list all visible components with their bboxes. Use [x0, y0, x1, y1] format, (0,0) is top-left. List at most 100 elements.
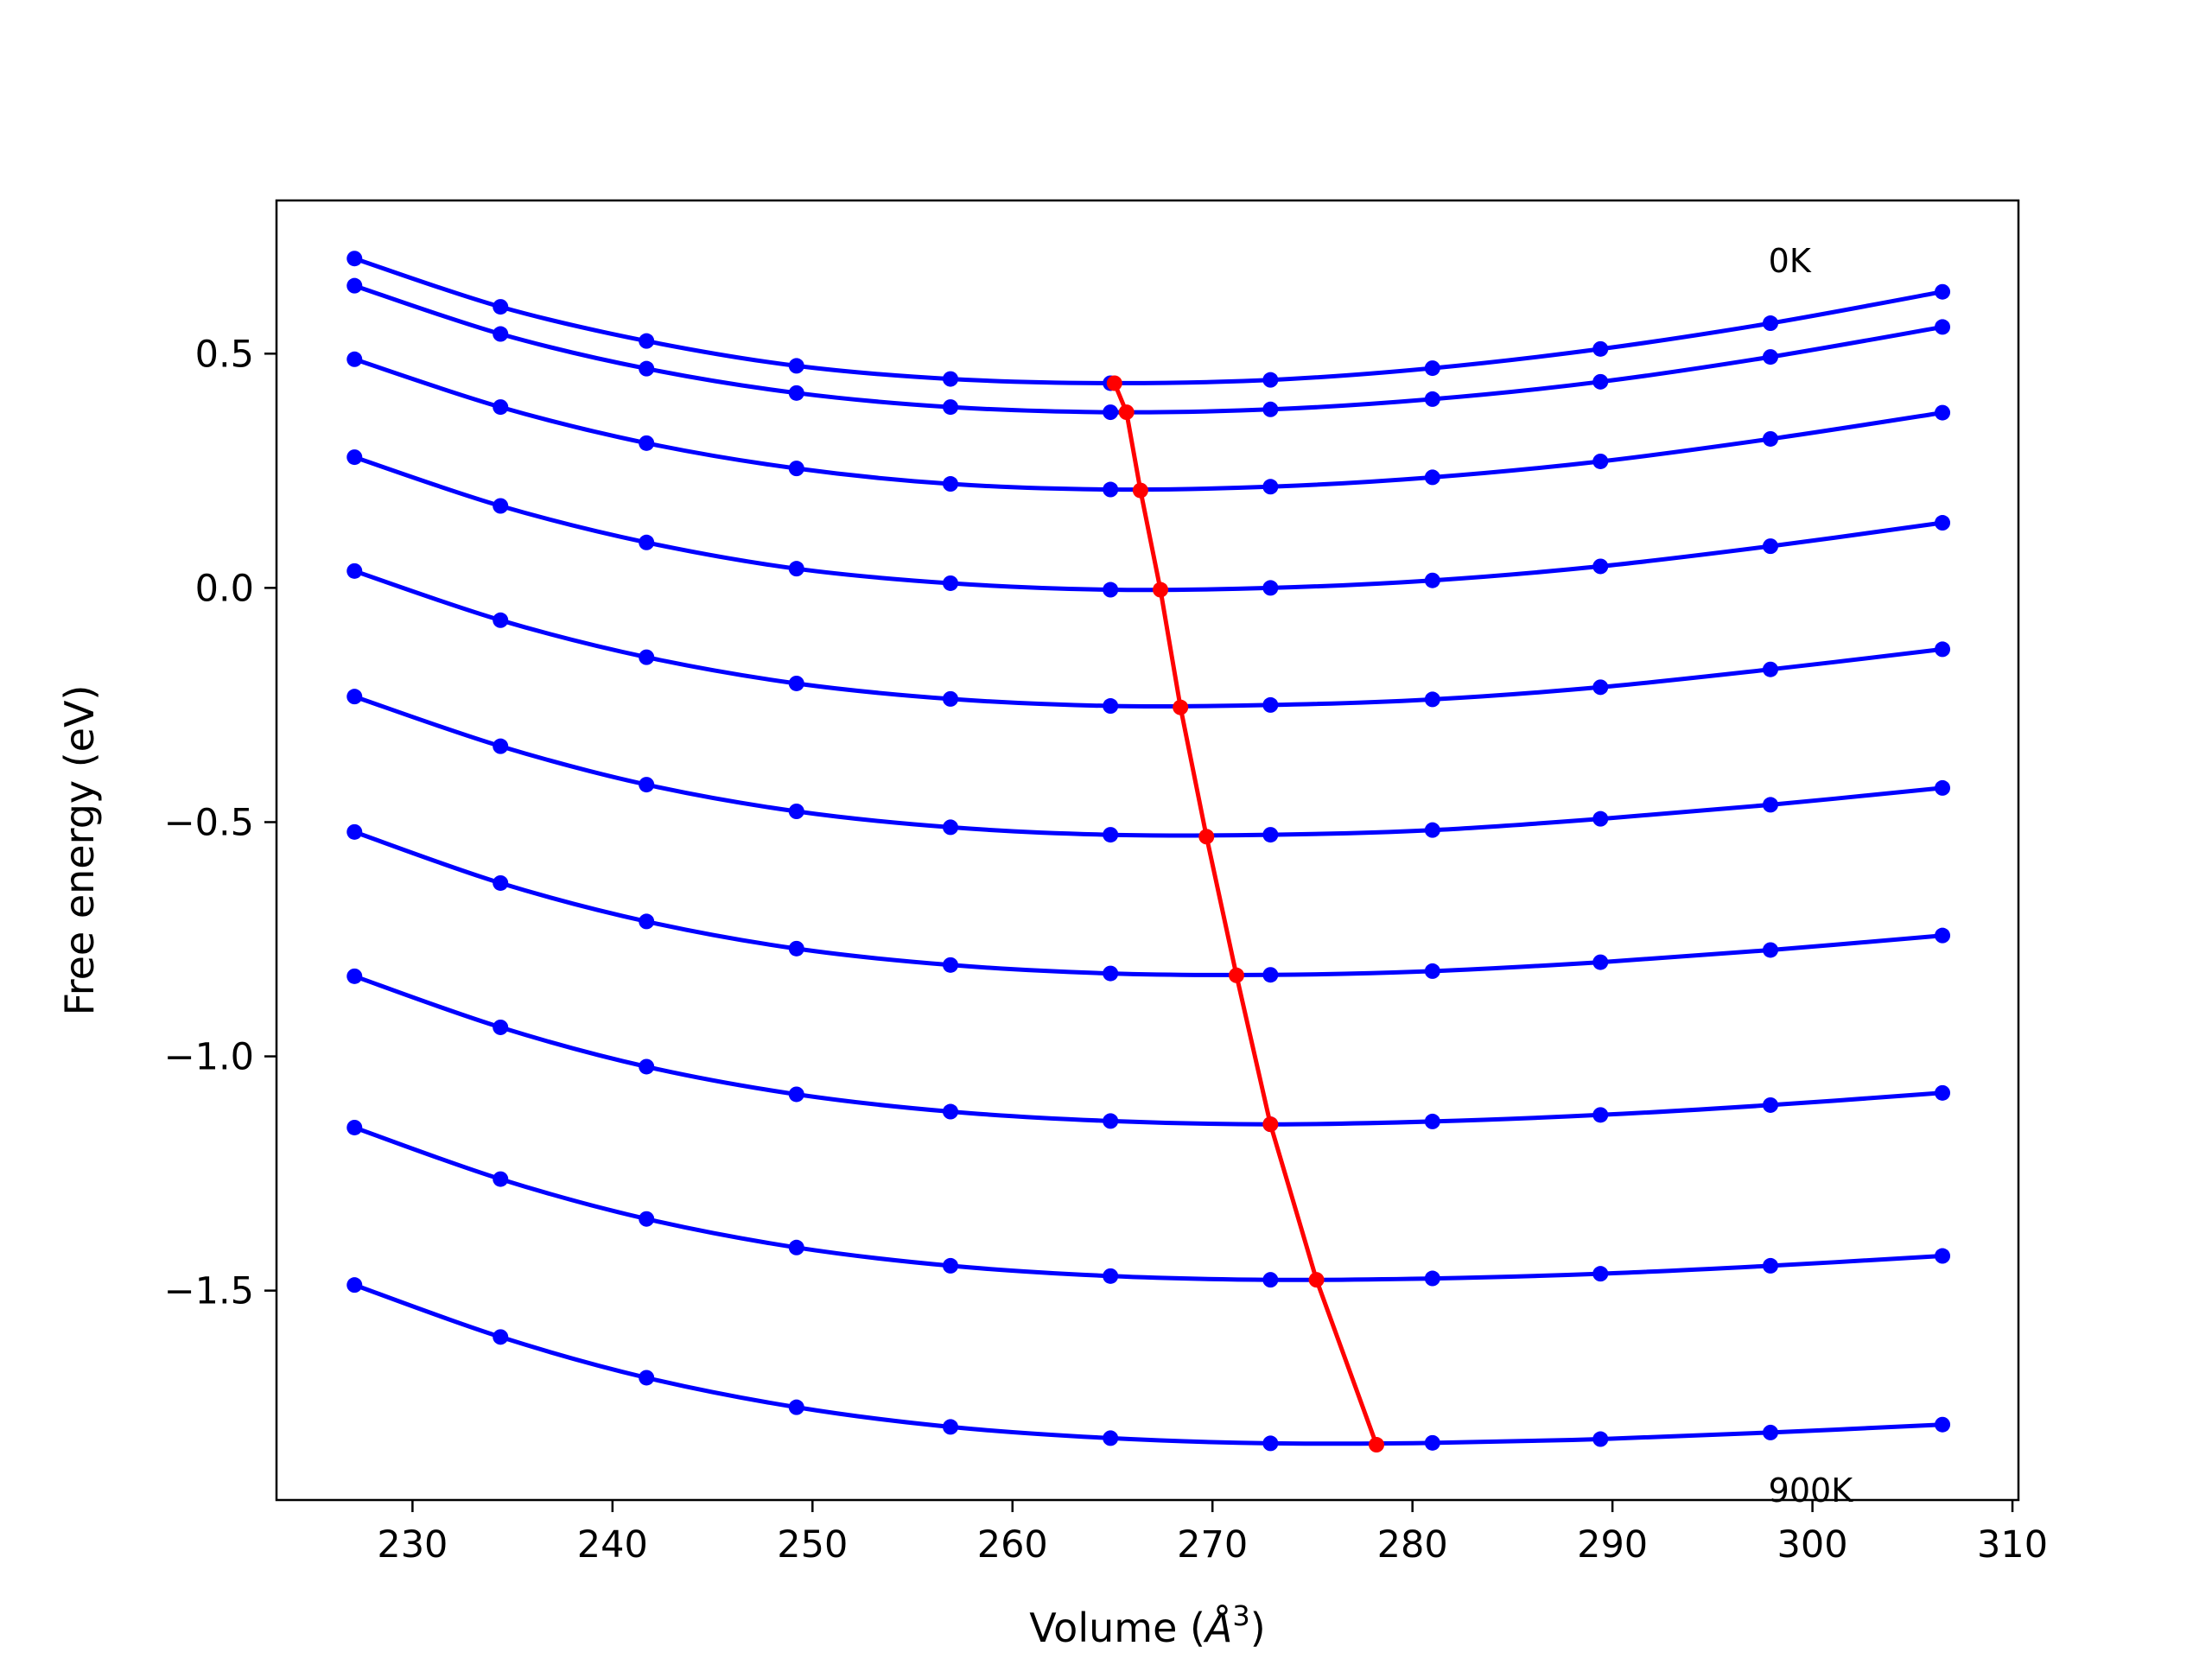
- series-point: [1762, 661, 1778, 677]
- minimum-point: [1132, 482, 1148, 499]
- series-line: [353, 974, 1943, 1127]
- series-point: [1262, 967, 1279, 983]
- series-point: [1103, 404, 1119, 421]
- series-point: [346, 277, 363, 294]
- series-point: [1935, 404, 1951, 421]
- series-point: [1762, 538, 1778, 555]
- series-point: [788, 1086, 804, 1103]
- x-tick-label: 260: [977, 1523, 1048, 1567]
- series-point: [1592, 453, 1609, 469]
- series-point: [1762, 349, 1778, 365]
- minimum-point: [1228, 967, 1244, 983]
- series-point: [346, 823, 363, 840]
- series-4: [346, 563, 1951, 715]
- series-point: [1103, 1268, 1119, 1284]
- y-tick-label: 0.0: [195, 567, 254, 610]
- series-line: [353, 256, 1943, 385]
- series-point: [639, 913, 655, 930]
- series-point: [639, 649, 655, 665]
- y-axis: 0.5 0.0 −0.5 −1.0 −1.5: [164, 333, 276, 1313]
- series-point: [943, 957, 959, 973]
- series-line: [353, 694, 1943, 838]
- series-point: [1262, 1272, 1279, 1288]
- series-point: [1424, 1270, 1440, 1287]
- series-point: [346, 251, 363, 267]
- series-point: [1592, 373, 1609, 390]
- x-tick-label: 250: [777, 1523, 848, 1567]
- series-point: [1424, 1434, 1440, 1451]
- series-point: [1424, 469, 1440, 486]
- series-point: [1424, 822, 1440, 838]
- series-point: [493, 399, 509, 416]
- series-2: [346, 351, 1951, 498]
- series-point: [1262, 696, 1279, 713]
- series-point: [1103, 1113, 1119, 1129]
- x-axis-label-suffix: ): [1250, 1605, 1266, 1651]
- series-point: [346, 1119, 363, 1135]
- series-line: [353, 1282, 1943, 1446]
- series-point: [1935, 1416, 1951, 1433]
- series-point: [1935, 779, 1951, 796]
- series-point: [1935, 641, 1951, 658]
- series-point: [788, 461, 804, 477]
- minimum-point: [1118, 404, 1135, 421]
- series-point: [1592, 810, 1609, 827]
- series-point: [346, 968, 363, 984]
- annotation-label: 0K: [1769, 242, 1812, 280]
- series-point: [1762, 797, 1778, 813]
- minimum-point: [1106, 375, 1122, 391]
- series-point: [493, 326, 509, 342]
- x-tick-label: 290: [1577, 1523, 1648, 1567]
- series-point: [1424, 963, 1440, 979]
- series-point: [346, 563, 363, 579]
- series-point: [1262, 1435, 1279, 1452]
- series-point: [1262, 372, 1279, 388]
- x-axis-label-exponent: 3: [1232, 1599, 1249, 1632]
- series-point: [493, 299, 509, 315]
- series-point: [1762, 1257, 1778, 1274]
- series-point: [1592, 679, 1609, 696]
- series-point: [346, 689, 363, 705]
- x-tick-label: 310: [1977, 1523, 2048, 1567]
- series-point: [788, 1399, 804, 1415]
- series-line: [353, 1125, 1943, 1282]
- series-point: [1935, 515, 1951, 531]
- series-point: [1103, 1430, 1119, 1446]
- series-point: [1424, 391, 1440, 407]
- series-point: [943, 399, 959, 416]
- y-axis-label: Free energy (eV): [56, 685, 103, 1016]
- series-point: [639, 360, 655, 377]
- y-tick-label: −0.5: [164, 801, 254, 844]
- series-point: [1424, 1113, 1440, 1129]
- series-point: [1935, 927, 1951, 944]
- series-point: [943, 476, 959, 493]
- series-point: [1103, 827, 1119, 843]
- series-point: [943, 1257, 959, 1274]
- series-point: [943, 575, 959, 591]
- x-tick-label: 280: [1377, 1523, 1448, 1567]
- series-point: [1103, 481, 1119, 498]
- series-point: [1935, 1248, 1951, 1264]
- series-point: [788, 803, 804, 819]
- series-point: [1592, 1431, 1609, 1447]
- series-point: [1592, 954, 1609, 970]
- series-point: [1762, 1096, 1778, 1113]
- minimum-point: [1308, 1272, 1325, 1288]
- x-axis: 230 240 250 260 270 280 290 300 310: [377, 1500, 2048, 1567]
- series-point: [943, 819, 959, 836]
- x-axis-label: Volume (Å3): [1029, 1599, 1265, 1651]
- series-point: [1592, 1107, 1609, 1123]
- series-point: [1592, 1266, 1609, 1282]
- series-line: [353, 830, 1943, 977]
- series-point: [346, 351, 363, 367]
- series-point: [788, 561, 804, 577]
- series-0: [346, 251, 1951, 391]
- x-axis-label-prefix: Volume (: [1029, 1605, 1205, 1651]
- y-tick-label: −1.0: [164, 1036, 254, 1079]
- series-8: [346, 1119, 1951, 1288]
- series-point: [1935, 283, 1951, 300]
- minimum-line: [1112, 382, 1379, 1446]
- series-7: [346, 968, 1951, 1133]
- plot-frame: [275, 199, 2020, 1502]
